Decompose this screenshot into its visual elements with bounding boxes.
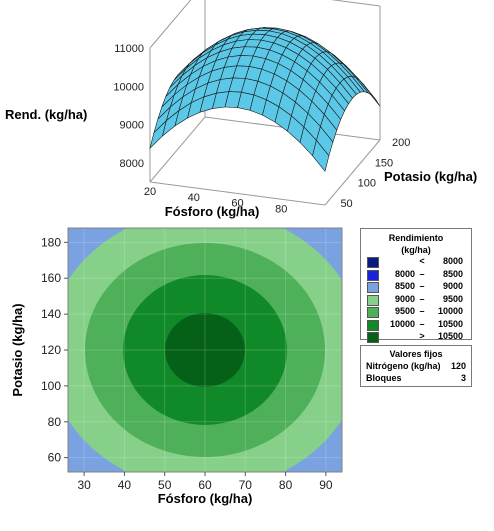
x-tick-label: 70 xyxy=(239,478,253,492)
x-tick-label: 30 xyxy=(77,478,91,492)
legend-dash: – xyxy=(419,281,425,291)
legend-dash: – xyxy=(419,293,425,304)
legend-swatch xyxy=(367,269,379,281)
surface-labels: 8000 9000 10000 11000 20 40 60 80 50 100 150 200 Ren… xyxy=(5,43,477,219)
y-tick-label: 80 xyxy=(48,415,62,429)
contour-fills xyxy=(68,228,342,472)
legend-dash: – xyxy=(419,318,425,329)
y-tick-label: 160 xyxy=(41,271,61,285)
y-tick-label: 50 xyxy=(340,198,352,210)
legend-title: Rendimiento (kg/ha) xyxy=(361,232,471,256)
fixed-value-name: Bloques xyxy=(366,373,402,383)
y-axis-label: Potasio (kg/ha) xyxy=(384,169,477,184)
legend-swatch xyxy=(367,332,379,343)
fixed-value-row: Bloques 3 xyxy=(361,372,471,384)
legend-range-high: 9000 xyxy=(442,281,463,291)
legend-range-low: 10000 xyxy=(389,318,415,329)
y-tick-label: 100 xyxy=(358,178,376,190)
legend-dash: – xyxy=(419,306,425,316)
contour-region xyxy=(165,313,245,387)
legend-range-high: 8000 xyxy=(442,256,463,266)
legend-range-low: 8000 xyxy=(394,268,415,279)
fixed-values-box: Valores fijos Nitrógeno (kg/ha) 120 Bloq… xyxy=(360,345,472,387)
frame-edge xyxy=(330,0,381,7)
legend-swatch xyxy=(367,294,379,306)
surface-plot: 8000 9000 10000 11000 20 40 60 80 50 100 150 200 Ren… xyxy=(5,0,477,219)
fixed-value-row: Nitrógeno (kg/ha) 120 xyxy=(361,360,471,372)
frame-edge xyxy=(149,181,326,206)
legend-range-low: 9000 xyxy=(394,293,415,304)
legend-range-high: 10500 xyxy=(437,318,463,329)
legend-item: 9000– 9500 xyxy=(361,294,471,307)
legend-symbol: > xyxy=(419,331,425,341)
legend-swatch xyxy=(367,319,379,331)
x-tick-label: 80 xyxy=(279,478,293,492)
legend-swatch xyxy=(367,257,379,268)
z-tick-label: 11000 xyxy=(114,43,144,55)
y-tick-label: 140 xyxy=(41,307,61,321)
z-tick-label: 8000 xyxy=(120,158,144,170)
legend-range-low: 9500 xyxy=(394,306,415,316)
legend-range-high: 10500 xyxy=(437,331,463,341)
legend-title-line1: Rendimiento xyxy=(388,233,444,243)
y-axis-label: Potasio (kg/ha) xyxy=(10,303,25,396)
fixed-value-number: 3 xyxy=(460,373,466,383)
fixed-value-name: Nitrógeno (kg/ha) xyxy=(366,361,441,371)
y-tick-label: 180 xyxy=(41,235,61,249)
surface-mesh xyxy=(149,27,381,172)
legend-range-high: 8500 xyxy=(442,268,463,279)
x-tick-label: 20 xyxy=(144,186,156,198)
contour-axes: 30 40 50 60 70 80 90 60 80 100 120 140 160 180 Fósforo… xyxy=(10,235,333,506)
x-tick-label: 60 xyxy=(198,478,212,492)
fixed-value-number: 120 xyxy=(450,361,466,371)
legend: Rendimiento (kg/ha) <8000 8000–8500 8500–9… xyxy=(360,228,472,343)
surface-cell xyxy=(312,139,330,172)
fixed-values-title: Valores fijos xyxy=(389,349,443,359)
y-tick-label: 100 xyxy=(41,379,61,393)
z-tick-label: 10000 xyxy=(113,81,144,93)
x-axis-label: Fósforo (kg/ha) xyxy=(158,491,253,506)
legend-item: 8500– 9000 xyxy=(361,281,471,294)
y-tick-label: 200 xyxy=(392,137,410,149)
contour-gridlines xyxy=(68,228,342,472)
legend-dash: – xyxy=(419,268,425,279)
x-tick-label: 50 xyxy=(158,478,172,492)
frame-edge xyxy=(324,139,381,206)
surface-frame xyxy=(149,0,381,206)
legend-swatch xyxy=(367,282,379,293)
z-axis-label: Rend. (kg/ha) xyxy=(5,107,87,122)
y-tick-label: 150 xyxy=(375,157,393,169)
z-tick-label: 9000 xyxy=(120,120,144,132)
legend-title-line2: (kg/ha) xyxy=(401,245,431,255)
legend-item: 10000– 10500 xyxy=(361,319,471,332)
legend-swatch xyxy=(367,307,379,318)
legend-item: >10500 xyxy=(361,331,471,344)
legend-range-high: 10000 xyxy=(437,306,463,316)
legend-rows: <8000 8000–8500 8500–9000 9000–9500 9500–100… xyxy=(361,256,471,344)
frame-edge xyxy=(149,116,206,183)
x-tick-label: 60 xyxy=(231,198,243,210)
y-tick-label: 60 xyxy=(48,451,62,465)
x-tick-label: 40 xyxy=(188,192,200,204)
legend-item: 9500– 10000 xyxy=(361,306,471,319)
legend-range-low: 8500 xyxy=(394,281,415,291)
legend-range-high: 9500 xyxy=(442,293,463,304)
x-tick-label: 80 xyxy=(275,203,287,215)
y-tick-label: 120 xyxy=(41,343,61,357)
legend-item: <8000 xyxy=(361,256,471,269)
legend-symbol: < xyxy=(419,256,425,266)
x-tick-label: 90 xyxy=(319,478,333,492)
legend-item: 8000– 8500 xyxy=(361,269,471,282)
x-tick-label: 40 xyxy=(118,478,132,492)
frame-edge xyxy=(149,0,192,49)
x-axis-label: Fósforo (kg/ha) xyxy=(165,204,260,219)
